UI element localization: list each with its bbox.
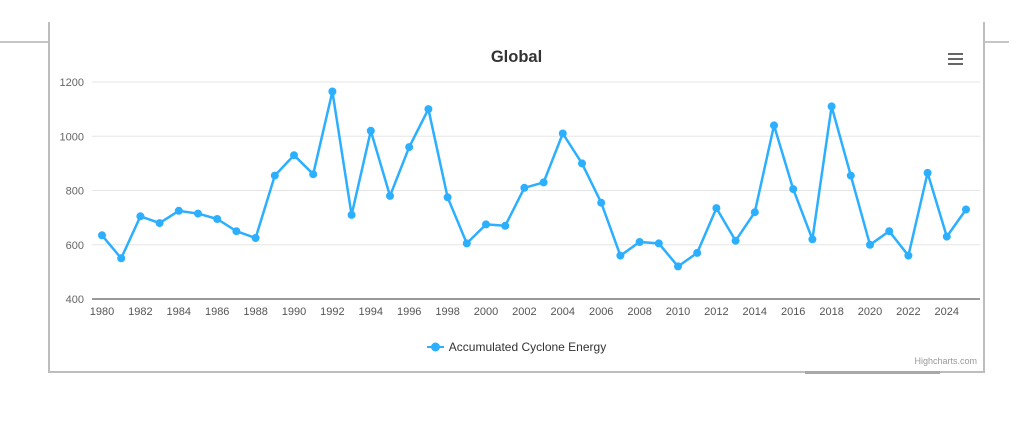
x-tick-label: 2000 — [474, 306, 498, 318]
data-point-marker[interactable] — [194, 209, 202, 218]
x-tick-label: 2010 — [666, 306, 690, 318]
data-point-marker[interactable] — [251, 234, 260, 242]
data-point-marker[interactable] — [98, 231, 106, 240]
series-line — [100, 90, 968, 268]
x-tick-label: 1980 — [90, 306, 114, 318]
hamburger-menu-icon[interactable] — [948, 50, 970, 68]
data-point-marker[interactable] — [539, 178, 548, 187]
data-point-marker[interactable] — [597, 198, 606, 207]
x-tick-label: 1996 — [397, 306, 421, 318]
legend-item-ace[interactable]: Accumulated Cyclone Energy — [426, 340, 607, 354]
data-point-marker[interactable] — [616, 251, 625, 260]
data-point-marker[interactable] — [558, 129, 567, 138]
data-point-marker[interactable] — [578, 159, 586, 168]
data-point-marker[interactable] — [808, 235, 817, 244]
legend-item-label: Accumulated Cyclone Energy — [448, 340, 607, 354]
data-point-marker[interactable] — [866, 240, 874, 249]
x-tick-label: 1990 — [282, 306, 306, 318]
chart-plot-area[interactable]: 400 600 800 1000 1200 1980 1982 1984 1986 1988 199… — [50, 22, 987, 373]
data-point-marker[interactable] — [750, 208, 759, 217]
x-tick-label: 2004 — [551, 306, 575, 318]
y-tick-label: 800 — [66, 186, 84, 198]
data-point-marker[interactable] — [366, 126, 375, 135]
data-point-marker[interactable] — [347, 210, 356, 219]
x-tick-label: 2022 — [896, 306, 920, 318]
y-tick-label: 1200 — [60, 77, 84, 89]
y-tick-label: 400 — [66, 294, 84, 306]
data-point-marker[interactable] — [232, 227, 241, 236]
hamburger-bar — [948, 52, 963, 56]
data-point-marker[interactable] — [386, 191, 394, 200]
data-point-marker[interactable] — [117, 254, 126, 263]
data-point-marker[interactable] — [462, 239, 471, 248]
data-point-marker[interactable] — [405, 143, 414, 152]
data-point-marker[interactable] — [789, 185, 798, 194]
data-point-marker[interactable] — [328, 87, 337, 96]
data-point-marker[interactable] — [270, 171, 279, 180]
data-point-marker[interactable] — [827, 102, 836, 111]
data-point-marker[interactable] — [962, 205, 970, 214]
legend: Accumulated Cyclone Energy — [50, 340, 983, 354]
legend-line-marker-icon — [426, 342, 444, 352]
data-point-marker[interactable] — [520, 183, 529, 192]
y-tick-label: 1000 — [60, 131, 84, 143]
x-tick-label: 1988 — [243, 306, 267, 318]
x-tick-label: 1984 — [167, 306, 191, 318]
x-tick-label: 1998 — [435, 306, 459, 318]
y-tick-label: 600 — [66, 240, 84, 252]
x-tick-label: 2008 — [627, 306, 651, 318]
x-tick-label: 2014 — [743, 306, 767, 318]
x-tick-label: 2018 — [819, 306, 843, 318]
data-point-marker[interactable] — [731, 236, 740, 245]
data-point-marker[interactable] — [846, 171, 855, 180]
scrollbar-fragment[interactable] — [805, 371, 940, 374]
x-tick-label: 2016 — [781, 306, 805, 318]
data-point-marker[interactable] — [482, 220, 490, 229]
data-point-marker[interactable] — [635, 238, 644, 246]
x-tick-label: 2024 — [935, 306, 959, 318]
data-point-marker[interactable] — [174, 206, 183, 215]
data-point-marker[interactable] — [654, 239, 663, 248]
data-point-marker[interactable] — [290, 151, 298, 160]
hamburger-bar — [948, 57, 963, 61]
data-point-marker[interactable] — [155, 219, 164, 228]
credits-link[interactable]: Highcharts.com — [914, 356, 977, 366]
hamburger-bar — [948, 62, 963, 66]
data-point-marker[interactable] — [942, 232, 951, 241]
data-point-marker[interactable] — [904, 251, 913, 260]
x-tick-label: 2020 — [858, 306, 882, 318]
data-point-marker[interactable] — [501, 221, 510, 230]
x-tick-label: 2002 — [512, 306, 536, 318]
x-tick-label: 1982 — [128, 306, 152, 318]
x-tick-label: 1986 — [205, 306, 229, 318]
x-tick-label: 1992 — [320, 306, 344, 318]
data-point-marker[interactable] — [443, 193, 452, 202]
chart-card: 400 600 800 1000 1200 1980 1982 1984 1986 1988 199… — [48, 22, 987, 374]
data-point-marker[interactable] — [424, 105, 433, 114]
x-tick-label: 2012 — [704, 306, 728, 318]
data-point-marker[interactable] — [923, 168, 932, 177]
data-point-marker[interactable] — [136, 212, 145, 221]
data-point-marker[interactable] — [770, 121, 778, 130]
data-point-marker[interactable] — [712, 204, 721, 213]
data-point-marker[interactable] — [885, 227, 894, 236]
x-tick-label: 1994 — [359, 306, 383, 318]
x-tick-label: 2006 — [589, 306, 613, 318]
chart-title: Global — [490, 48, 543, 66]
data-point-marker[interactable] — [674, 262, 682, 271]
data-point-marker[interactable] — [213, 215, 222, 223]
data-point-marker[interactable] — [309, 170, 318, 179]
data-point-marker[interactable] — [693, 248, 702, 257]
